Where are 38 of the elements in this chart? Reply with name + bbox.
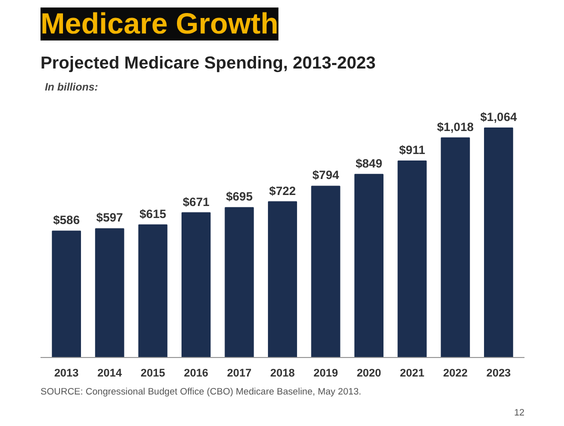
x-tick-label: 2023 (486, 368, 511, 380)
data-label: $722 (269, 184, 296, 198)
bar (138, 224, 168, 358)
bar (95, 228, 124, 358)
chart-title: Medicare Growth (40, 8, 278, 40)
bar (484, 127, 514, 358)
x-tick-label: 2021 (400, 368, 424, 380)
data-label: $615 (140, 206, 167, 221)
bar (440, 137, 470, 358)
x-tick-label: 2022 (443, 368, 468, 380)
data-label: $1,018 (437, 120, 474, 134)
bar (182, 212, 211, 358)
bar (224, 207, 254, 358)
data-label: $586 (53, 213, 80, 228)
data-label: $794 (312, 168, 340, 182)
x-tick-label: 2019 (313, 368, 338, 380)
data-label: $597 (96, 210, 124, 225)
bar (52, 230, 81, 358)
x-tick-label: 2018 (270, 368, 295, 380)
x-tick-label: 2016 (184, 368, 208, 380)
data-label: $695 (226, 190, 253, 204)
x-tick-label: 2014 (97, 368, 123, 380)
x-tick-label: 2017 (227, 368, 252, 380)
source-note: SOURCE: Congressional Budget Office (CBO) Medicare Baseline, May 2013. (40, 386, 362, 396)
bar (268, 201, 298, 358)
bar (311, 186, 340, 358)
bar (398, 160, 427, 358)
x-tick-label: 2020 (356, 368, 382, 380)
data-label: $1,064 (480, 110, 518, 124)
text: In billions: (44, 82, 98, 94)
chart-subtitle: Projected Medicare Spending, 2013-2023 (40, 52, 376, 72)
x-tick-label: 2015 (140, 368, 166, 380)
data-label: $671 (182, 194, 210, 209)
x-tick-label: 2013 (54, 368, 79, 380)
data-label: $911 (399, 142, 426, 157)
data-label: $849 (356, 156, 383, 170)
bar (354, 174, 384, 358)
text: 12 (514, 408, 525, 418)
